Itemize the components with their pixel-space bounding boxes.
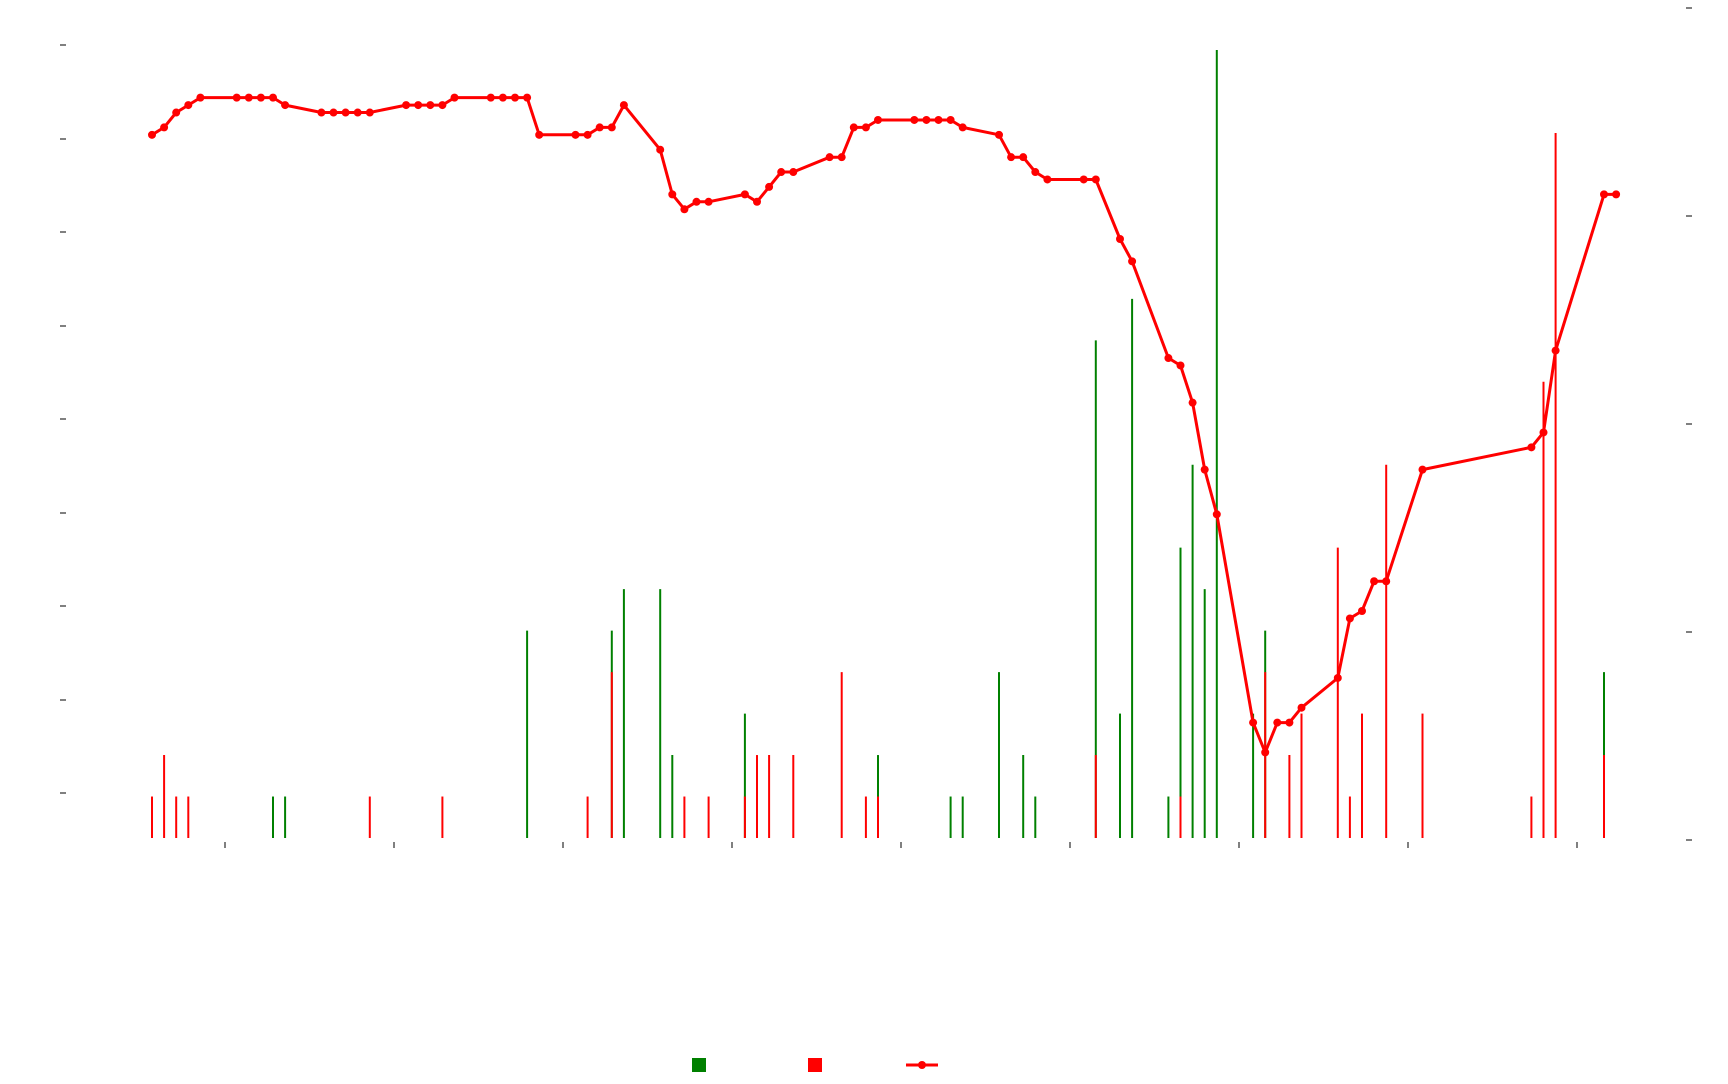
- legend-group: [692, 1058, 938, 1072]
- line-point: [1188, 398, 1197, 407]
- line-point: [353, 108, 362, 117]
- line-point: [402, 101, 411, 110]
- line-point: [256, 93, 265, 102]
- legend-swatch-marker: [918, 1061, 926, 1069]
- line-point: [837, 153, 846, 162]
- line-point: [1164, 354, 1173, 363]
- line-point: [426, 101, 435, 110]
- line-point: [365, 108, 374, 117]
- line-series-group: [148, 93, 1621, 757]
- line-point: [244, 93, 253, 102]
- line-point: [148, 130, 156, 139]
- line-point: [1200, 465, 1209, 474]
- line-point: [172, 108, 181, 117]
- legend-swatch-positive: [692, 1058, 706, 1072]
- line-point: [160, 123, 169, 132]
- line-point: [1370, 577, 1379, 586]
- line-point: [1333, 673, 1342, 682]
- line-point: [922, 115, 931, 124]
- line-point: [1007, 153, 1016, 162]
- line-point: [765, 182, 774, 191]
- line-point: [438, 101, 447, 110]
- line-point: [607, 123, 616, 132]
- line-point: [523, 93, 532, 102]
- line-point: [1031, 168, 1040, 177]
- line-point: [861, 123, 870, 132]
- line-point: [281, 101, 290, 110]
- line-point: [874, 115, 882, 124]
- line-point: [825, 153, 834, 162]
- bars-group: [151, 50, 1605, 838]
- line-point: [511, 93, 519, 102]
- line-point: [934, 115, 943, 124]
- line-point: [1091, 175, 1100, 184]
- line-point: [535, 130, 544, 139]
- line-point: [1345, 614, 1354, 623]
- line-point: [1539, 428, 1548, 437]
- line-point: [341, 108, 350, 117]
- line-point: [1079, 175, 1088, 184]
- line-point: [849, 123, 858, 132]
- line-point: [1128, 257, 1137, 266]
- line-point: [1249, 718, 1258, 727]
- line-point: [196, 93, 205, 102]
- line-point: [753, 197, 761, 206]
- line-point: [1043, 175, 1052, 184]
- line-point: [269, 93, 277, 102]
- line-point: [1527, 443, 1536, 452]
- line-point: [704, 197, 713, 206]
- line-point: [1418, 465, 1427, 474]
- line-point: [1285, 718, 1294, 727]
- axes-group: [60, 7, 1692, 848]
- line-point: [329, 108, 338, 117]
- line-point: [583, 130, 592, 139]
- line-point: [1551, 346, 1560, 355]
- line-point: [317, 108, 326, 117]
- line-point: [1612, 190, 1621, 199]
- line-point: [1297, 703, 1306, 712]
- line-point: [910, 115, 919, 124]
- line-point: [740, 190, 749, 199]
- line-point: [450, 93, 459, 102]
- legend-swatch-negative: [808, 1058, 822, 1072]
- line-point: [1382, 577, 1391, 586]
- line-point: [184, 101, 193, 110]
- line-point: [789, 168, 798, 177]
- line-point: [595, 123, 604, 132]
- line-point: [656, 145, 665, 154]
- line-point: [1600, 190, 1608, 199]
- line-point: [414, 101, 423, 110]
- line-point: [668, 190, 677, 199]
- line-point: [1116, 235, 1124, 243]
- line-point: [692, 197, 701, 206]
- line-point: [958, 123, 967, 132]
- line-point: [777, 168, 786, 177]
- line-point: [1261, 748, 1270, 757]
- line-point: [1019, 153, 1028, 162]
- line-point: [1273, 718, 1282, 727]
- line-point: [498, 93, 507, 102]
- line-point: [486, 93, 495, 102]
- line-point: [946, 115, 955, 124]
- line-point: [1212, 510, 1221, 519]
- line-point: [619, 101, 628, 110]
- line-series-path: [151, 96, 1617, 754]
- line-point: [995, 130, 1003, 139]
- line-point: [1176, 361, 1185, 370]
- line-point: [571, 130, 580, 139]
- line-point: [232, 93, 241, 102]
- line-point: [680, 205, 689, 214]
- line-point: [1358, 607, 1366, 615]
